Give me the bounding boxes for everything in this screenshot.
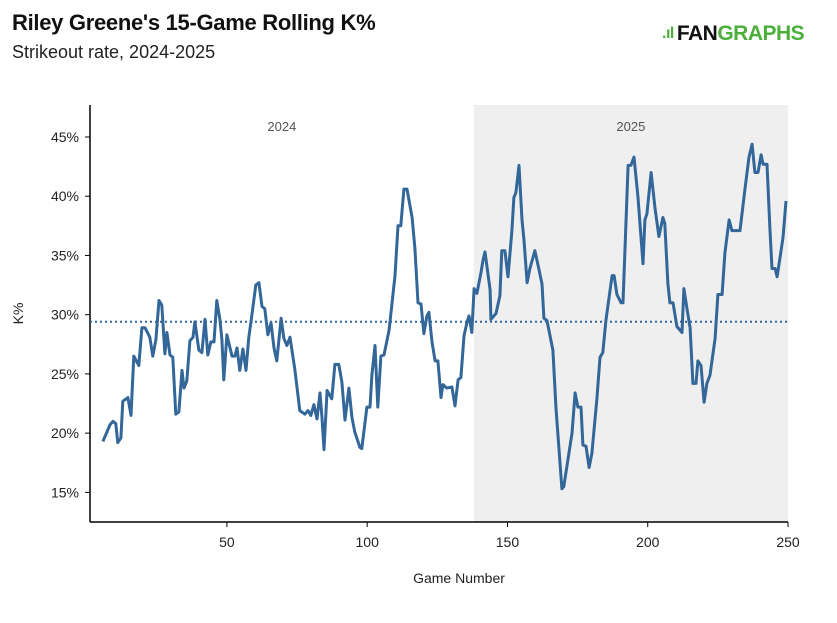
chart-title: Riley Greene's 15-Game Rolling K% (12, 10, 376, 35)
season-label-2024: 2024 (267, 119, 296, 134)
logo-text-fan: FAN (676, 22, 718, 45)
y-tick-label: 30% (51, 307, 79, 323)
season-label-2025: 2025 (616, 119, 645, 134)
season-shade-2025 (473, 105, 788, 522)
y-tick-label: 15% (51, 484, 79, 500)
x-tick-label: 250 (776, 534, 800, 550)
y-tick-label: 45% (51, 129, 79, 145)
x-tick-label: 50 (219, 534, 235, 550)
y-tick-label: 40% (51, 188, 79, 204)
logo-text-graphs: GRAPHS (717, 22, 805, 45)
x-axis-label: Game Number (413, 570, 505, 586)
x-tick-label: 150 (496, 534, 520, 550)
y-axis-label: K% (10, 303, 26, 325)
chart-subtitle: Strikeout rate, 2024-2025 (12, 42, 216, 62)
y-tick-label: 35% (51, 247, 79, 263)
x-tick-label: 200 (636, 534, 660, 550)
y-tick-label: 25% (51, 366, 79, 382)
x-tick-label: 100 (356, 534, 380, 550)
y-tick-label: 20% (51, 425, 79, 441)
fangraphs-logo: .ıl FAN GRAPHS (662, 22, 805, 46)
logo-bars-icon: .ıl (662, 25, 674, 42)
